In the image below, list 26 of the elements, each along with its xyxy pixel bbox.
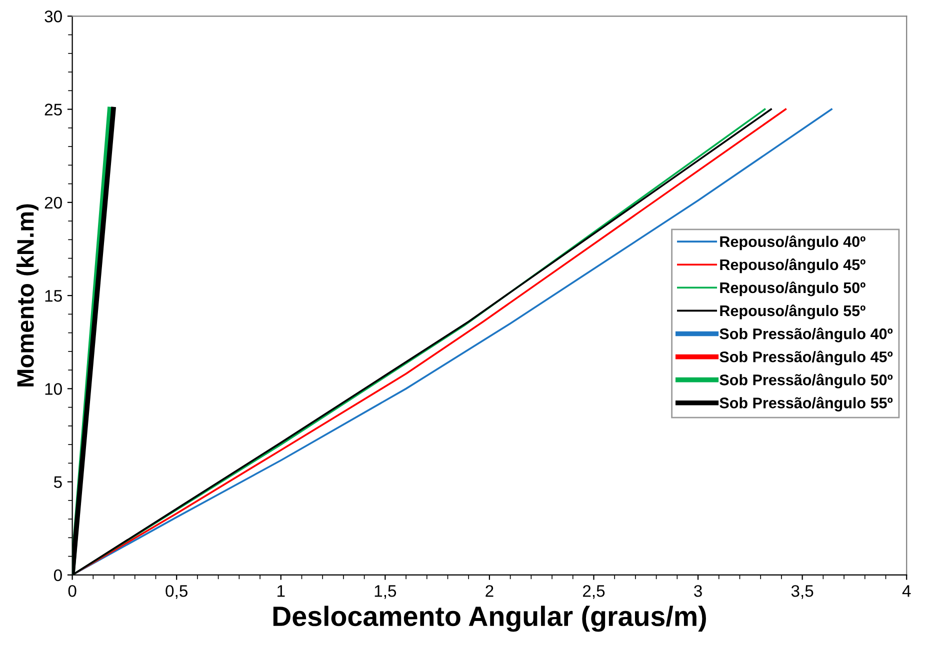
x-tick-label: 1 <box>278 585 285 597</box>
legend-label: Repouso/ângulo 55º <box>720 304 866 320</box>
x-tick-label: 0 <box>68 585 76 597</box>
legend-label: Sob Pressão/ângulo 45º <box>720 350 893 366</box>
x-tick-label: 2 <box>486 585 494 597</box>
y-tick-label: 25 <box>44 104 62 116</box>
x-axis-title: Deslocamento Angular (graus/m) <box>273 606 706 632</box>
y-tick-label: 10 <box>45 383 62 395</box>
y-axis-title: Momento (kN.m) <box>16 204 38 386</box>
legend-label: Repouso/ângulo 50º <box>720 282 866 296</box>
x-tick-label: 0,5 <box>166 585 188 599</box>
x-tick-label: 4 <box>902 585 911 597</box>
legend-label: Sob Pressão/ângulo 55º <box>720 396 893 412</box>
y-tick-label: 20 <box>44 196 62 209</box>
legend-label: Repouso/ângulo 45º <box>720 258 866 274</box>
legend-label: Repouso/ângulo 40º <box>720 236 866 250</box>
legend-label: Sob Pressão/ângulo 40º <box>720 328 893 342</box>
y-tick-label: 5 <box>54 476 62 488</box>
legend-label: Sob Pressão/ângulo 50º <box>720 374 893 388</box>
y-tick-label: 30 <box>44 10 62 22</box>
x-tick-label: 3,5 <box>791 585 814 599</box>
x-tick-label: 1,5 <box>374 585 396 599</box>
x-tick-label: 2,5 <box>583 585 605 599</box>
y-tick-label: 15 <box>45 290 62 302</box>
x-tick-label: 3 <box>694 585 702 597</box>
y-tick-label: 0 <box>54 569 62 582</box>
